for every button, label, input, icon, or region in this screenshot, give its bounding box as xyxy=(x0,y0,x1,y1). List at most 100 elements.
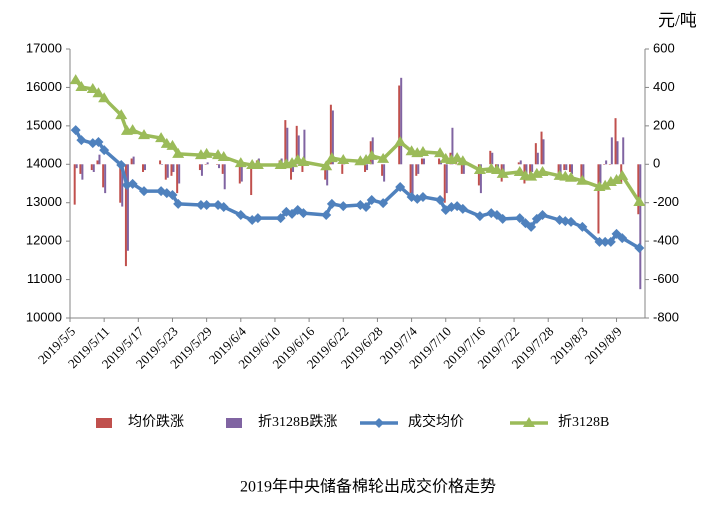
marker xyxy=(251,159,264,170)
bar xyxy=(364,164,367,172)
bar xyxy=(102,164,105,188)
bar xyxy=(142,164,145,172)
legend-swatch xyxy=(226,418,242,428)
bar xyxy=(238,164,241,184)
marker xyxy=(525,170,538,181)
marker xyxy=(377,152,390,163)
bar xyxy=(326,164,329,186)
bar xyxy=(166,164,169,178)
marker xyxy=(297,155,310,166)
bar xyxy=(398,85,401,165)
marker xyxy=(98,92,111,103)
bar xyxy=(540,131,543,165)
marker xyxy=(565,216,576,227)
bar xyxy=(198,164,201,171)
marker xyxy=(166,139,179,150)
marker xyxy=(217,150,230,161)
bar xyxy=(176,164,179,194)
marker xyxy=(126,124,139,135)
marker xyxy=(139,186,150,197)
bar xyxy=(329,104,332,165)
bar xyxy=(599,164,602,184)
bar xyxy=(580,164,583,184)
y-tick-label: 17000 xyxy=(26,40,62,55)
marker xyxy=(616,169,629,180)
bar xyxy=(98,154,101,165)
bar xyxy=(96,160,99,165)
marker xyxy=(360,154,373,165)
bar xyxy=(341,164,344,174)
marker xyxy=(320,160,333,171)
marker xyxy=(275,213,286,224)
marker xyxy=(576,174,589,185)
marker xyxy=(70,125,81,136)
bar xyxy=(170,164,173,176)
bar xyxy=(126,164,129,251)
marker xyxy=(252,213,263,224)
marker xyxy=(115,109,128,120)
marker xyxy=(173,198,184,209)
y-tick-label: 12000 xyxy=(26,233,62,248)
marker xyxy=(610,174,623,185)
y2-tick-label: -200 xyxy=(653,194,679,209)
bar xyxy=(605,160,608,165)
bar xyxy=(422,158,425,165)
bar xyxy=(303,129,306,165)
marker xyxy=(92,87,105,98)
marker xyxy=(526,221,537,232)
marker xyxy=(617,233,628,244)
bar xyxy=(144,164,147,171)
marker xyxy=(76,135,87,146)
marker xyxy=(416,145,429,156)
bar xyxy=(324,164,327,180)
bar xyxy=(73,164,76,205)
marker xyxy=(594,236,605,247)
bar xyxy=(366,164,369,171)
bar xyxy=(582,164,585,180)
y2-tick-label: -400 xyxy=(653,233,679,248)
bar xyxy=(159,160,162,165)
marker xyxy=(366,195,377,206)
bar xyxy=(250,164,253,196)
bar xyxy=(292,164,295,172)
bar xyxy=(415,164,418,176)
bar xyxy=(639,164,642,290)
marker xyxy=(457,203,468,214)
y2-tick-label: 0 xyxy=(653,156,660,171)
bar xyxy=(297,135,300,165)
legend-swatch xyxy=(96,418,112,428)
legend-marker xyxy=(374,418,384,428)
bar xyxy=(240,164,243,182)
bar xyxy=(200,164,203,176)
bar xyxy=(417,164,420,174)
bar xyxy=(525,164,528,176)
marker xyxy=(599,179,612,190)
x-tick-label: 2019/8/3 xyxy=(547,324,590,367)
bar xyxy=(614,118,617,165)
y-tick-label: 15000 xyxy=(26,117,62,132)
bar xyxy=(529,164,532,180)
bar xyxy=(460,164,463,174)
legend-label: 均价跌涨 xyxy=(128,414,184,430)
marker xyxy=(234,157,247,168)
marker xyxy=(116,160,127,171)
marker xyxy=(361,201,372,212)
bar xyxy=(124,164,127,267)
bar xyxy=(178,164,181,184)
bar xyxy=(443,164,446,203)
bar xyxy=(216,164,219,165)
marker xyxy=(235,210,246,221)
legend-label: 成交均价 xyxy=(408,413,464,430)
marker xyxy=(93,136,104,147)
bar xyxy=(331,110,334,165)
bar xyxy=(536,152,539,165)
marker xyxy=(473,164,486,175)
marker xyxy=(417,191,428,202)
y-tick-label: 13000 xyxy=(26,194,62,209)
y2-tick-label: -600 xyxy=(653,271,679,286)
bar xyxy=(218,164,221,169)
marker xyxy=(200,147,213,158)
bar xyxy=(411,164,414,196)
bar xyxy=(132,156,135,165)
